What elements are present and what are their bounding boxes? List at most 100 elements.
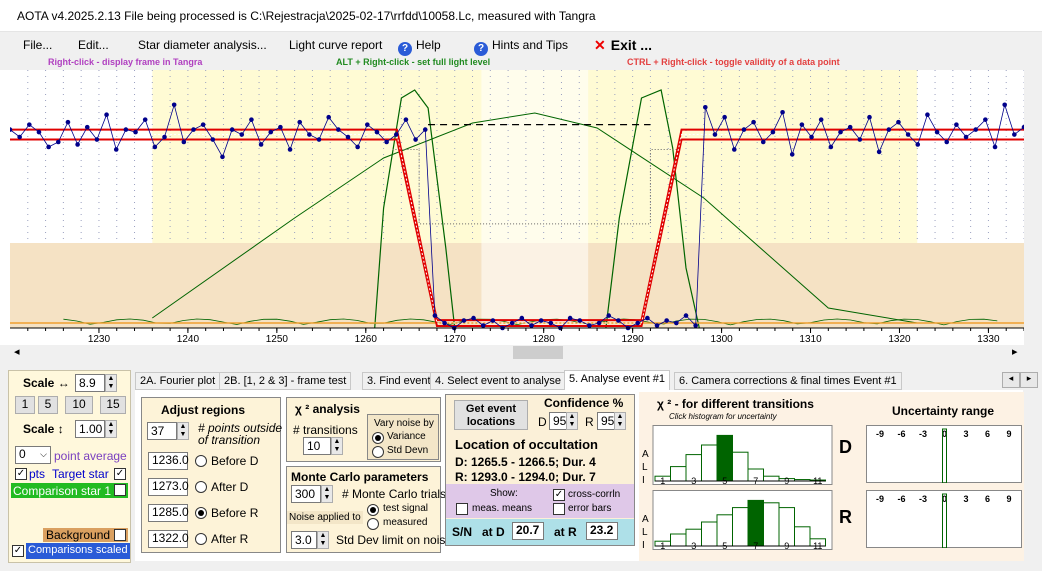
background-label: Background (46, 528, 111, 542)
scale-15-button[interactable]: 15 (100, 396, 126, 414)
error-bars-checkbox[interactable] (553, 503, 565, 515)
points-outside-input[interactable] (147, 422, 177, 440)
std-limit-input[interactable] (291, 531, 317, 549)
r-histogram[interactable]: 1 3 5 7 9 11 ALI (641, 490, 833, 550)
uncertainty-label: 6 (985, 429, 990, 439)
cross-corr-checkbox[interactable]: ✓ (553, 489, 565, 501)
conf-r-input[interactable] (597, 412, 615, 430)
sn-at-r-label: at R (554, 525, 577, 539)
conf-d-spinner[interactable]: ▲ ▼ (566, 412, 578, 430)
light-curve-chart[interactable]: 1230 1240 1250 1260 1270 1280 1290 1300 1310 1320… (7, 70, 1027, 345)
points-outside-label2: of transition (198, 433, 261, 447)
tab-analyse-event[interactable]: 5. Analyse event #1 (564, 370, 671, 390)
before-r-frame[interactable]: 1285.0 (148, 504, 189, 522)
menu-light-curve-report[interactable]: Light curve report (289, 38, 383, 52)
data-point (36, 129, 42, 135)
before-r-radio[interactable] (195, 507, 207, 519)
stddev-radio[interactable] (372, 446, 384, 458)
close-icon: ✕ (594, 37, 606, 53)
scale-h-spinner[interactable]: ▲ ▼ (105, 374, 117, 392)
scroll-left-icon[interactable]: ◂ (14, 346, 20, 358)
points-outside-spinner[interactable]: ▲ ▼ (177, 422, 189, 440)
menu-hints[interactable]: ? Hints and Tips (474, 38, 568, 56)
d-histogram[interactable]: 1 3 5 7 9 11 ALI (641, 425, 833, 485)
variance-radio[interactable] (372, 432, 384, 444)
after-d-radio[interactable] (195, 481, 207, 493)
scrollbar-thumb[interactable] (513, 346, 563, 359)
data-point (954, 122, 959, 127)
data-point (403, 117, 409, 122)
tab-fourier[interactable]: 2A. Fourier plot (135, 372, 221, 390)
transitions-spinner[interactable]: ▲ ▼ (331, 437, 343, 455)
comparisons-scaled-checkbox[interactable]: ✓ (12, 545, 24, 557)
histogram-bar (732, 507, 749, 547)
test-signal-radio[interactable] (367, 504, 379, 516)
get-event-locations-button[interactable]: Get event locations (454, 400, 528, 430)
scroll-right-icon[interactable]: ▸ (1012, 346, 1018, 358)
histogram-bar (670, 466, 687, 482)
before-d-label: Before D (211, 454, 259, 468)
uncertainty-frame (866, 425, 1022, 483)
scale-h-input[interactable] (75, 374, 105, 392)
uncertainty-label: -3 (919, 429, 927, 439)
window-title: AOTA v4.2025.2.13 File being processed i… (17, 9, 596, 23)
scale-v-spinner[interactable]: ▲ ▼ (105, 420, 117, 438)
vary-noise-label: Vary noise by (374, 418, 434, 429)
after-r-radio[interactable] (195, 533, 207, 545)
data-point (413, 137, 418, 142)
mc-trials-input[interactable] (291, 485, 321, 503)
data-point (123, 127, 129, 132)
scale-5-button[interactable]: 5 (38, 396, 58, 414)
data-point (46, 144, 51, 150)
scale-10-button[interactable]: 10 (65, 396, 93, 414)
target-star-label: Target star (52, 467, 109, 481)
background-checkbox[interactable] (114, 529, 126, 541)
transitions-input[interactable] (303, 437, 331, 455)
menu-exit[interactable]: ✕ Exit ... (594, 37, 652, 54)
scale-1-button[interactable]: 1 (15, 396, 35, 414)
scale-v-input[interactable] (75, 420, 105, 438)
menu-file[interactable]: File... (23, 38, 53, 52)
std-limit-spinner[interactable]: ▲ ▼ (317, 531, 329, 549)
data-point (828, 144, 834, 150)
before-d-frame[interactable]: 1236.0 (148, 452, 189, 470)
d-location: D: 1265.5 - 1266.5; Dur. 4 (455, 455, 596, 469)
tab-scroll-left-icon[interactable]: ◂ (1002, 372, 1020, 388)
data-point (741, 127, 747, 132)
data-point (229, 127, 235, 132)
histogram-ali-label: I (642, 540, 645, 550)
tab-select-event[interactable]: 4. Select event to analyse (430, 372, 566, 390)
tab-scroll-right-icon[interactable]: ▸ (1020, 372, 1038, 388)
point-average-select[interactable]: 0 ⌵ (15, 446, 51, 464)
before-d-radio[interactable] (195, 455, 207, 467)
menu-edit[interactable]: Edit... (78, 38, 109, 52)
data-point (374, 129, 380, 135)
conf-d-input[interactable] (549, 412, 567, 430)
menu-help[interactable]: ? Help (398, 38, 441, 56)
mc-trials-spinner[interactable]: ▲ ▼ (321, 485, 333, 503)
menu-star-diameter[interactable]: Star diameter analysis... (138, 38, 267, 52)
conf-r-spinner[interactable]: ▲ ▼ (614, 412, 626, 430)
measured-radio[interactable] (367, 518, 379, 530)
after-r-frame[interactable]: 1322.0 (148, 530, 189, 548)
pts-checkbox[interactable]: ✓ (15, 468, 27, 480)
meas-means-checkbox[interactable] (456, 503, 468, 515)
data-point (94, 137, 100, 142)
data-point (731, 147, 737, 152)
uncertainty-zero-marker (942, 493, 947, 548)
noise-applied-label: Noise applied to (287, 511, 363, 524)
data-point (393, 132, 399, 137)
light-curve-svg[interactable]: 1230 1240 1250 1260 1270 1280 1290 1300 1310 1320… (7, 70, 1027, 345)
tab-camera-corrections[interactable]: 6. Camera corrections & final times Even… (674, 372, 902, 390)
tab-frame-test[interactable]: 2B. [1, 2 & 3] - frame test (219, 372, 352, 390)
variance-label: Variance (387, 431, 426, 442)
chart-scrollbar[interactable]: ◂ ▸ (10, 345, 1024, 361)
hints-icon: ? (474, 42, 488, 56)
histogram-axis-label: 5 (722, 476, 727, 485)
after-d-frame[interactable]: 1273.0 (148, 478, 189, 496)
target-star-checkbox[interactable]: ✓ (114, 468, 126, 480)
data-point (113, 147, 119, 152)
histogram-axis-label: 9 (784, 541, 789, 550)
comparison-star-checkbox[interactable] (114, 484, 126, 496)
tab-find-events[interactable]: 3. Find events (362, 372, 442, 390)
